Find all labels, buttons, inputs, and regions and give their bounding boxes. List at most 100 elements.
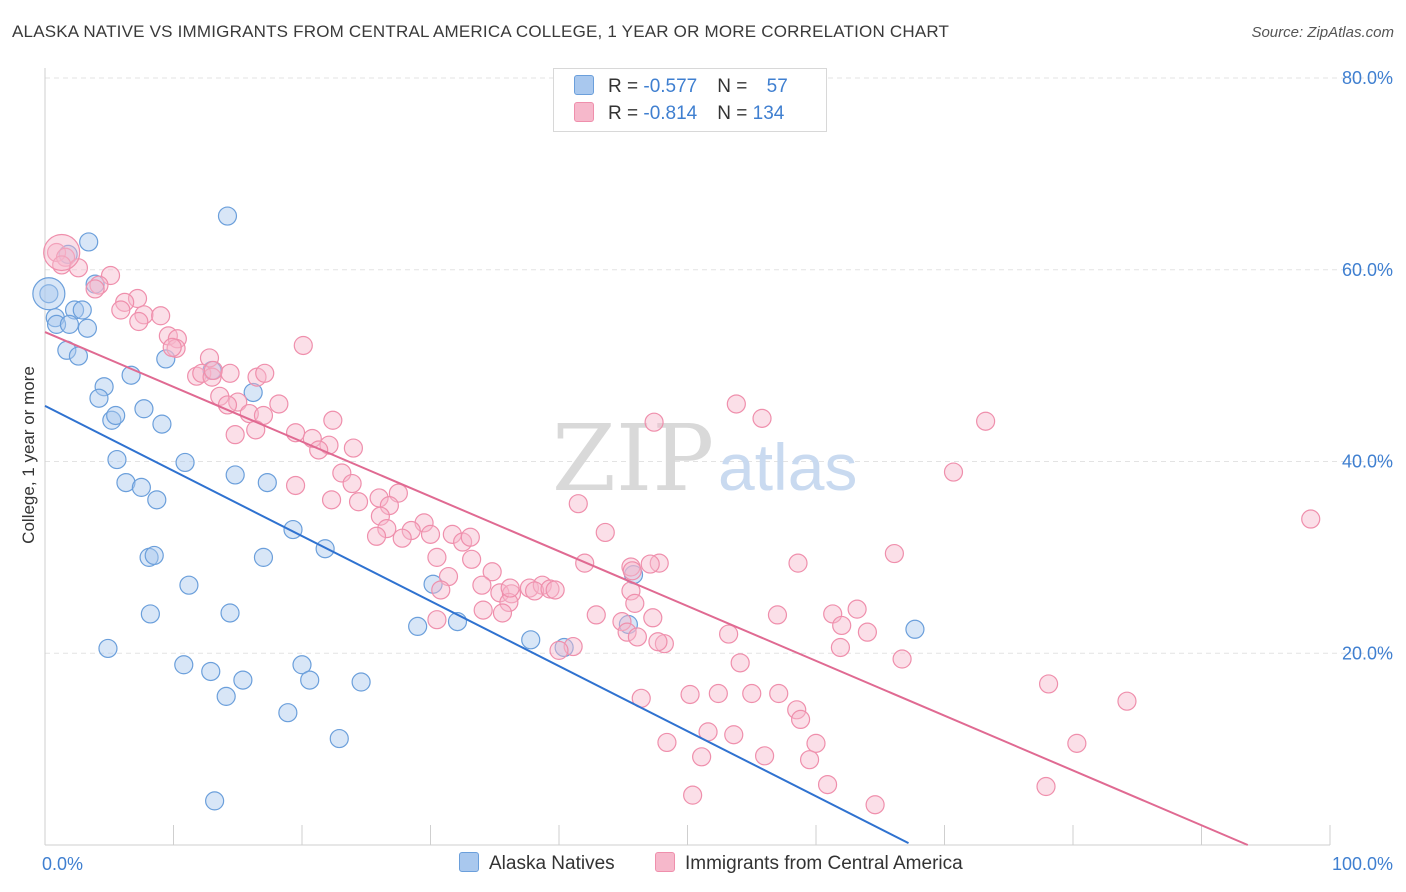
bottom-legend-alaska-natives: Alaska Natives (459, 852, 615, 875)
central-america-point (884, 543, 904, 564)
legend-row-alaska-natives: R = -0.577 N = 57 (574, 75, 788, 99)
series-name: Immigrants from Central America (685, 853, 963, 874)
alaska-natives-point (131, 477, 151, 497)
central-america-point (473, 600, 493, 620)
legend-r-value: -0.814 (643, 103, 698, 124)
central-america-point (492, 603, 513, 623)
central-america-point (46, 242, 67, 263)
alaska-natives-point (283, 519, 303, 540)
alaska-natives-point (147, 490, 167, 510)
central-america-point (524, 581, 545, 601)
alaska-natives-point (89, 388, 109, 408)
central-america-point (730, 653, 750, 673)
central-america-point (111, 300, 131, 320)
central-america-point (321, 490, 342, 510)
central-america-point (187, 366, 207, 386)
central-america-point (460, 527, 480, 547)
central-america-point (617, 622, 637, 642)
alaska-natives-point (253, 547, 274, 567)
central-america-point (225, 425, 245, 445)
central-america-point (692, 747, 712, 767)
legend-swatch-blue (459, 852, 479, 872)
legend: R = -0.577 N = 57 R = -0.814 N = 134 (553, 68, 827, 132)
central-america-point (127, 288, 148, 309)
alaska-natives-point (64, 300, 85, 320)
central-america-point (708, 683, 728, 704)
chart-title: ALASKA NATIVE VS IMMIGRANTS FROM CENTRAL… (12, 22, 950, 41)
alaska-natives-point (278, 703, 298, 723)
central-america-point (427, 547, 447, 567)
trend-lines (44, 331, 1249, 846)
alaska-natives-point (32, 277, 66, 311)
legend-row-immigrants: R = -0.814 N = 134 (574, 102, 784, 126)
data-points (32, 206, 1321, 815)
central-america-point (43, 233, 81, 272)
central-america-point (500, 578, 520, 598)
central-america-point (472, 575, 492, 595)
central-america-point (217, 395, 238, 415)
central-america-point (683, 785, 703, 805)
watermark-atlas: atlas (718, 430, 857, 504)
alaska-natives-point (98, 638, 118, 659)
central-america-point (644, 412, 664, 432)
central-america-point (1038, 674, 1059, 694)
central-america-point (806, 733, 826, 753)
central-america-point (799, 750, 820, 770)
tick-labels: 20.0% 40.0% 60.0% 80.0% 0.0% 100.0% (42, 68, 1393, 874)
central-america-point (85, 279, 105, 299)
central-america-point (129, 311, 149, 332)
central-america-point (643, 608, 663, 628)
alaska-natives-point (72, 300, 92, 320)
central-america-point (847, 599, 867, 619)
central-america-point (89, 275, 109, 295)
central-america-point (255, 363, 275, 383)
central-america-point (392, 528, 412, 548)
central-america-point (943, 462, 964, 482)
alaska-natives-point (292, 655, 312, 675)
central-america-point (420, 524, 441, 544)
y-tick-label: 80.0% (1342, 68, 1393, 88)
central-america-point (285, 475, 306, 496)
alaska-natives-point (205, 791, 225, 811)
alaska-natives-point (243, 382, 263, 403)
central-america-point (976, 411, 996, 431)
grid-lines (45, 77, 1393, 654)
bottom-legend-immigrants: Immigrants from Central America (655, 852, 963, 875)
central-america-point (199, 348, 220, 368)
alaska-natives-point (351, 672, 371, 692)
alaska-natives-point (156, 349, 176, 369)
central-america-point (754, 746, 775, 766)
alaska-natives-point (174, 655, 194, 675)
central-america-point (482, 562, 502, 582)
central-america-point (726, 394, 746, 414)
central-america-point (767, 605, 788, 625)
central-america-point (427, 610, 447, 630)
alaska-natives-point (220, 603, 240, 623)
alaska-natives-point (257, 472, 277, 493)
alaska-natives-point (107, 449, 127, 470)
alaska-natives-point (79, 232, 99, 252)
alaska-natives-point (217, 206, 238, 226)
central-america-point (832, 615, 852, 636)
alaska-natives-point (94, 377, 114, 397)
alaska-natives-point (134, 399, 154, 419)
central-america-point (499, 592, 519, 613)
central-america-point (377, 519, 397, 539)
alaska-natives-point (59, 314, 80, 334)
central-america-point (595, 522, 615, 543)
legend-n-label: N = (717, 76, 753, 97)
central-america-point (366, 526, 387, 546)
central-america-point (309, 440, 329, 460)
x-tick-label: 0.0% (42, 854, 83, 874)
y-tick-label: 20.0% (1342, 643, 1393, 663)
alaska-natives-point (179, 575, 199, 595)
central-america-point (220, 363, 240, 383)
central-america-point (1036, 776, 1056, 797)
central-america-point (857, 622, 878, 642)
central-america-point (1301, 509, 1321, 529)
y-tick-label: 60.0% (1342, 260, 1393, 280)
x-tick-label: 100.0% (1332, 854, 1393, 874)
central-america-point (269, 394, 289, 414)
central-america-point (431, 580, 451, 600)
central-america-point (788, 553, 808, 573)
